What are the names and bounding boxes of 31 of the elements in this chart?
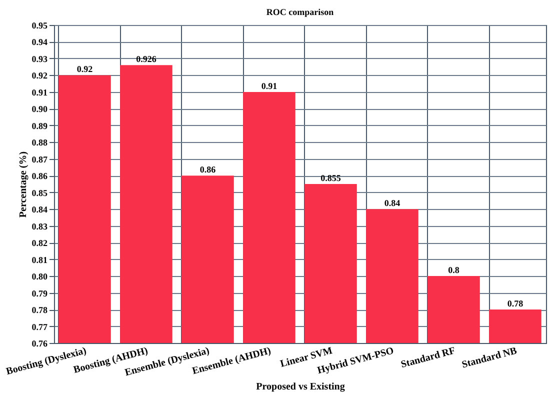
- y-tick-label: 0.80: [32, 272, 48, 282]
- data-label: 0.86: [200, 164, 216, 175]
- y-tick-label: 0.76: [32, 338, 48, 348]
- x-axis-title: Proposed vs Existing: [256, 382, 345, 393]
- y-tick-label: 0.95: [32, 20, 48, 30]
- y-tick-label: 0.81: [32, 254, 48, 265]
- y-tick-label: 0.94: [32, 37, 48, 48]
- data-label: 0.84: [384, 198, 401, 208]
- y-tick-label: 0.90: [32, 104, 48, 114]
- y-tick-label: 0.92: [32, 70, 48, 81]
- y-tick-label: 0.89: [32, 120, 48, 131]
- y-tick-label: 0.78: [32, 305, 48, 316]
- y-tick-label: 0.84: [32, 204, 48, 215]
- y-tick-label: 0.91: [32, 87, 48, 98]
- y-tick-label: 0.85: [32, 188, 48, 198]
- data-label: 0.78: [507, 298, 524, 309]
- y-tick-label: 0.77: [32, 322, 48, 332]
- y-tick-label: 0.87: [32, 154, 48, 164]
- y-tick-label: 0.88: [32, 138, 48, 148]
- y-tick-label: 0.82: [32, 238, 48, 248]
- x-tick-label: Standard RF: [400, 346, 457, 371]
- y-tick-label: 0.83: [32, 221, 48, 232]
- chart-title: ROC comparison: [266, 7, 334, 17]
- y-tick-label: 0.86: [32, 171, 48, 182]
- y-axis-title: Percentage (%): [18, 151, 29, 218]
- data-label: 0.91: [261, 80, 278, 91]
- data-label: 0.8: [448, 265, 460, 276]
- x-tick-label: Standard NB: [460, 345, 518, 371]
- y-tick-label: 0.93: [32, 54, 48, 64]
- y-tick-label: 0.79: [32, 288, 48, 298]
- data-label: 0.92: [76, 64, 94, 74]
